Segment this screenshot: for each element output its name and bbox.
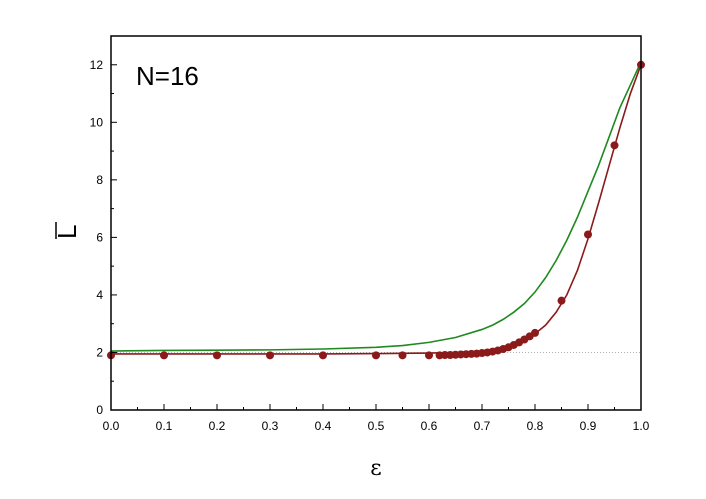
x-tick-label: 0.0 [103,419,120,433]
y-axis-label-group: L [52,222,82,239]
x-tick-label: 0.2 [209,419,226,433]
y-tick-label: 6 [96,230,103,244]
data-point [584,230,592,239]
data-point [610,141,619,150]
annotation-n16: N=16 [136,61,199,91]
data-point [319,351,327,360]
data-point [398,351,407,360]
x-tick-label: 0.1 [156,419,173,433]
y-axis-label: L [52,225,82,239]
data-point [531,328,539,337]
data-point [160,351,168,360]
y-tick-label: 4 [96,288,103,302]
x-tick-label: 1.0 [633,419,650,433]
x-tick-label: 0.3 [262,419,279,433]
data-point [266,351,274,360]
data-point [557,296,566,305]
y-tick-label: 0 [96,403,103,417]
x-tick-label: 0.9 [580,419,597,433]
y-tick-label: 8 [96,173,103,187]
x-tick-label: 0.4 [315,419,332,433]
x-axis-label: ε [370,456,381,481]
data-point [425,351,433,360]
y-tick-label: 10 [90,115,104,129]
y-tick-label: 2 [96,345,103,359]
x-tick-label: 0.6 [421,419,438,433]
series-line-2 [110,61,642,352]
x-tick-label: 0.5 [368,419,385,433]
y-tick-label: 12 [90,58,104,72]
x-tick-label: 0.7 [474,419,491,433]
x-tick-label: 0.8 [527,419,544,433]
data-point [213,351,221,360]
data-point [372,351,380,360]
